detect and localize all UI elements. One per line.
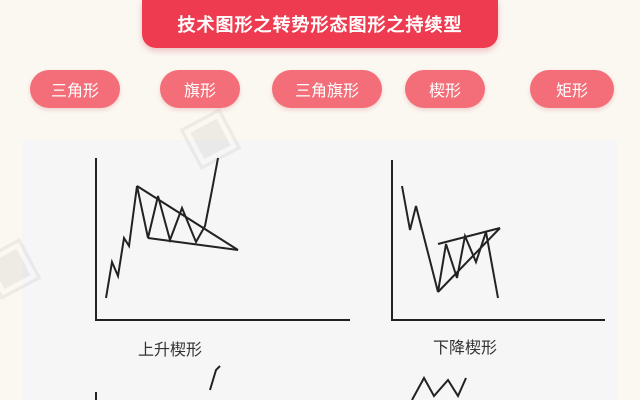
falling-wedge-label: 下降楔形 (433, 338, 498, 357)
title-banner: 技术图形之转势形态图形之持续型 (142, 0, 498, 48)
pattern-panel (22, 140, 618, 400)
partial-diagram-right (411, 375, 467, 400)
page-title: 技术图形之转势形态图形之持续型 (177, 15, 463, 36)
falling-wedge-upper-trendline (437, 227, 501, 245)
rising-wedge-price-line (105, 157, 219, 299)
tab-wedge[interactable]: 楔形 (405, 70, 485, 108)
falling-wedge-price-line (401, 185, 499, 299)
tab-rectangle[interactable]: 矩形 (530, 70, 614, 108)
falling-wedge-diagram (391, 160, 605, 321)
rising-wedge-lower-trendline (147, 237, 239, 251)
rising-wedge-label: 上升楔形 (138, 340, 203, 359)
falling-wedge-axes (391, 160, 605, 321)
falling-wedge-lower-trendline (437, 227, 501, 293)
rising-wedge-diagram (95, 157, 350, 321)
tab-triangle[interactable]: 三角形 (30, 70, 120, 108)
partial-diagram-left (95, 365, 221, 400)
rising-wedge-axes (95, 158, 350, 321)
tab-bar: 三角形 旗形 三角旗形 楔形 矩形 (0, 70, 640, 110)
rising-wedge-upper-trendline (136, 185, 239, 251)
tab-flag[interactable]: 旗形 (160, 70, 240, 108)
tab-pennant[interactable]: 三角旗形 (272, 70, 382, 108)
